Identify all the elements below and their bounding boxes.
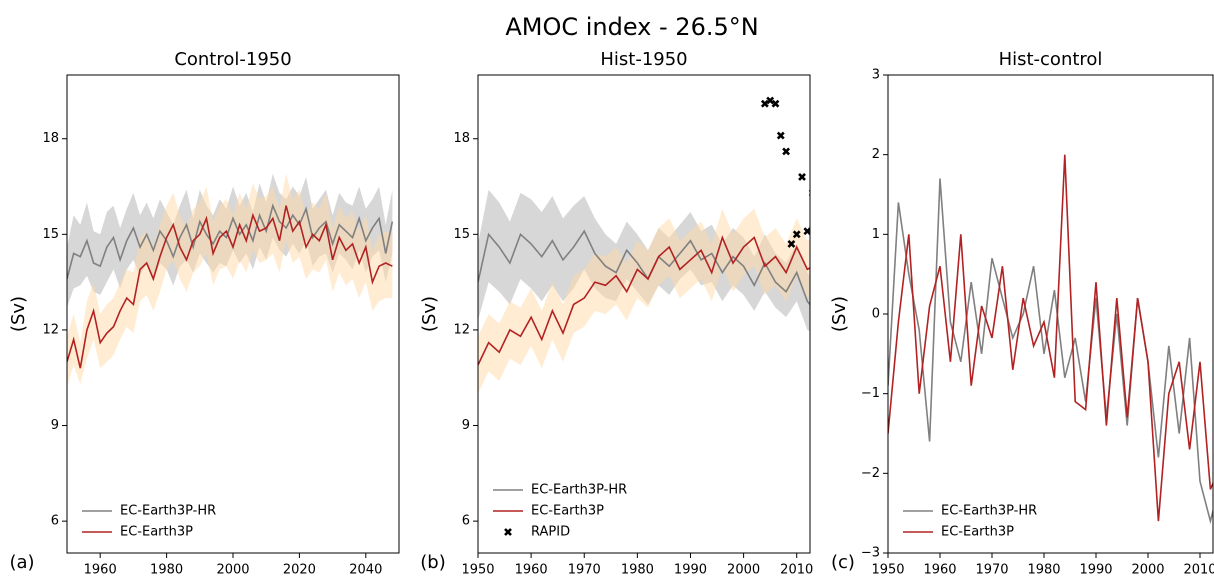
x-tick-label: 2020 [283, 563, 316, 577]
x-tick-label: 2000 [216, 563, 249, 577]
legend-label: EC-Earth3P [941, 525, 1014, 540]
y-tick-label: 12 [42, 322, 59, 337]
uncertainty-band [478, 208, 810, 394]
y-tick-label: −2 [861, 466, 880, 481]
series-line [478, 235, 810, 366]
x-tick-label: 2010 [780, 563, 813, 577]
y-tick-label: 15 [453, 227, 470, 242]
y-tick-label: 6 [51, 514, 59, 529]
y-tick-label: 6 [462, 514, 470, 529]
x-tick-label: 2000 [727, 563, 760, 577]
panel-label: (a) [9, 552, 34, 573]
rapid-marker [782, 147, 791, 156]
panel-label: (b) [420, 552, 445, 573]
panel-title: Hist-control [999, 49, 1103, 70]
series-line [888, 178, 1213, 525]
rapid-marker [815, 199, 821, 205]
y-tick-label: 18 [453, 131, 470, 146]
x-tick-label: 1950 [461, 563, 494, 577]
legend-label: EC-Earth3P-HR [531, 483, 627, 498]
plot-area [478, 96, 821, 394]
x-tick-label: 2040 [349, 563, 382, 577]
legend-label: EC-Earth3P-HR [120, 504, 216, 519]
legend-marker [504, 528, 512, 536]
x-tick-label: 2000 [1131, 563, 1164, 577]
panel-title: Control-1950 [174, 49, 291, 70]
y-tick-label: −3 [861, 546, 880, 561]
axes-frame [477, 74, 811, 554]
x-tick-label: 1960 [923, 563, 956, 577]
series-line [67, 205, 393, 369]
x-tick-label: 1970 [975, 563, 1008, 577]
axes-frame [887, 74, 1214, 554]
y-tick-label: 15 [42, 227, 59, 242]
y-tick-label: 9 [51, 418, 59, 433]
rapid-marker [803, 227, 810, 236]
y-tick-label: 18 [42, 131, 59, 146]
y-axis-label: (Sv) [8, 296, 29, 332]
plot-area [888, 154, 1213, 525]
x-tick-label: 1960 [515, 563, 548, 577]
legend-label: EC-Earth3P [120, 525, 193, 540]
y-tick-label: 9 [462, 418, 470, 433]
legend-label: RAPID [531, 525, 570, 540]
rapid-marker [766, 96, 775, 105]
y-axis-label: (Sv) [829, 296, 850, 332]
x-tick-label: 2010 [1183, 563, 1214, 577]
x-tick-label: 1980 [150, 563, 183, 577]
rapid-marker [792, 230, 801, 239]
panel: Hist-1950 (b) (Sv) 6 9 12 15 18 1950 1960 1970 1980… [419, 49, 821, 577]
plot-area [67, 173, 394, 388]
legend-label: EC-Earth3P-HR [941, 504, 1037, 519]
series-line [888, 154, 1213, 522]
rapid-marker [798, 173, 806, 181]
x-tick-label: 1970 [568, 563, 601, 577]
rapid-marker [760, 99, 769, 108]
axes-frame [66, 74, 400, 554]
figure-title: AMOC index - 26.5°N [505, 13, 758, 41]
x-tick-label: 1980 [1027, 563, 1060, 577]
y-axis-label: (Sv) [419, 296, 440, 332]
x-tick-label: 1990 [674, 563, 707, 577]
x-tick-label: 1990 [1079, 563, 1112, 577]
legend-label: EC-Earth3P [531, 504, 604, 519]
x-tick-label: 1950 [871, 563, 904, 577]
panel-title: Hist-1950 [600, 49, 687, 70]
y-tick-label: 12 [453, 322, 470, 337]
rapid-marker [771, 99, 780, 108]
panel: Hist-control (c) (Sv) −3 −2 −1 0 1 2 3 1950 1960 197… [829, 49, 1214, 577]
panel: Control-1950 (a) (Sv) 6 9 12 15 18 1960 1980 2000 2… [8, 49, 400, 577]
x-tick-label: 1980 [621, 563, 654, 577]
y-tick-label: 0 [872, 307, 880, 322]
panel-label: (c) [831, 552, 855, 573]
rapid-marker [808, 189, 810, 197]
rapid-marker [776, 131, 785, 140]
y-tick-label: 2 [872, 147, 880, 162]
y-tick-label: −1 [861, 386, 880, 401]
series-line [67, 203, 394, 280]
rapid-marker [787, 239, 796, 248]
y-tick-label: 3 [872, 68, 880, 83]
x-tick-label: 1960 [84, 563, 117, 577]
y-tick-label: 1 [872, 227, 880, 242]
